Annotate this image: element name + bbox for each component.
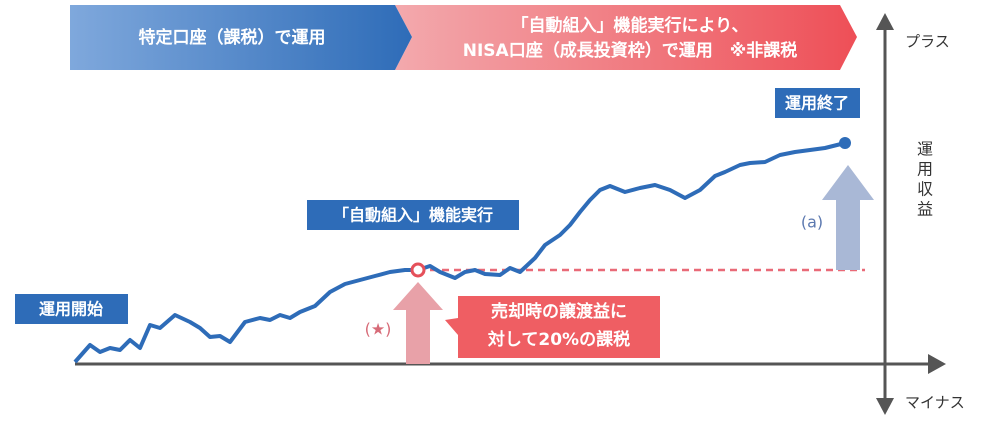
end-point	[839, 137, 851, 149]
banner-right	[395, 5, 857, 70]
a-label: (a)	[801, 213, 823, 232]
minus-label: マイナス	[905, 394, 965, 412]
star-label: (★)	[365, 320, 392, 339]
profit-line	[73, 141, 846, 364]
arrow-head	[928, 354, 946, 374]
label-box	[307, 200, 519, 230]
tax-text: 売却時の譲渡益に	[491, 301, 627, 322]
arrow-head	[876, 13, 894, 30]
banner-left	[70, 5, 412, 70]
profit-label: 収	[917, 180, 933, 199]
arrow-a	[822, 165, 874, 270]
label-box	[775, 88, 860, 118]
label-start: 運用開始	[39, 300, 103, 319]
plus-label: プラス	[905, 33, 950, 51]
label-end: 運用終了	[785, 94, 849, 113]
label-auto: 「自動組入」機能実行	[333, 206, 493, 225]
profit-label: 用	[917, 160, 933, 179]
arrow-star	[393, 282, 443, 364]
banner-right-text: NISA口座（成長投資枠）で運用 ※非課税	[463, 40, 797, 61]
arrow-head	[876, 398, 894, 415]
tax-text: 対して20%の課税	[487, 329, 630, 350]
profit-label: 運	[917, 140, 933, 159]
banner-left-text: 特定口座（課税）で運用	[139, 27, 326, 48]
label-box	[15, 294, 128, 324]
auto-point	[410, 262, 426, 278]
banner-right-text: 「自動組入」機能実行により、	[512, 15, 749, 36]
tax-callout	[445, 296, 660, 358]
profit-label: 益	[917, 200, 933, 219]
